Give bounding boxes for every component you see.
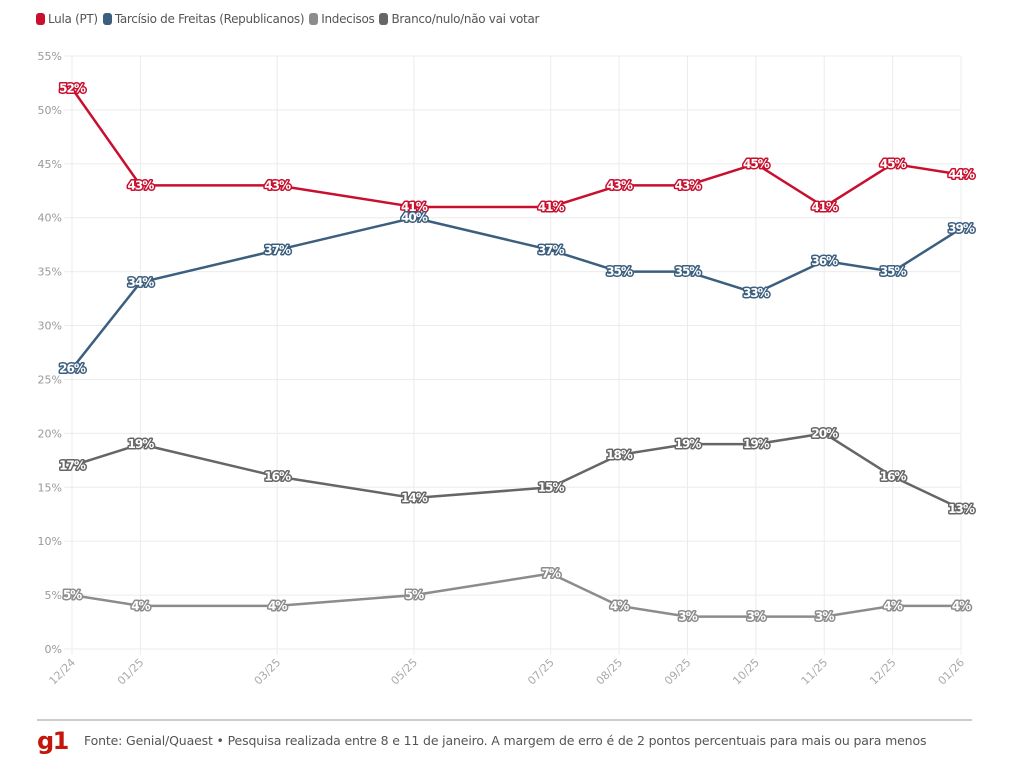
- data-label: 41%: [401, 200, 428, 214]
- data-label: 15%: [538, 480, 565, 494]
- data-label: 17%: [59, 459, 86, 473]
- data-label: 5%: [405, 588, 424, 602]
- x-tick-label: 07/25: [525, 656, 557, 688]
- legend-item-lula[interactable]: Lula (PT): [36, 12, 98, 26]
- x-tick-label: 12/24: [47, 656, 79, 688]
- data-label: 45%: [743, 157, 770, 171]
- data-label: 43%: [128, 178, 155, 192]
- y-tick-label: 10%: [38, 535, 62, 548]
- y-tick-label: 30%: [38, 320, 62, 333]
- x-tick-label: 08/25: [594, 656, 626, 688]
- series-line-2: [71, 572, 961, 618]
- data-label: 19%: [128, 437, 155, 451]
- data-label: 41%: [538, 200, 565, 214]
- series-line-3: [71, 432, 962, 510]
- x-tick-label: 11/25: [799, 656, 831, 688]
- y-tick-label: 55%: [38, 50, 62, 63]
- data-label: 3%: [747, 610, 766, 624]
- footer-divider: [37, 719, 972, 721]
- x-axis: 12/24 01/25 03/25 05/25 07/25 08/25 09/25 10/25…: [47, 656, 968, 688]
- data-label: 19%: [743, 437, 770, 451]
- data-label: 13%: [948, 502, 975, 516]
- data-label: 43%: [675, 178, 702, 192]
- data-label: 40%: [401, 211, 428, 225]
- y-tick-label: 40%: [38, 212, 62, 225]
- y-tick-label: 15%: [38, 481, 62, 494]
- legend-label-branco-nulo: Branco/nulo/não vai votar: [391, 12, 540, 26]
- data-label: 36%: [811, 254, 838, 268]
- data-label: 4%: [268, 599, 287, 613]
- y-tick-label: 25%: [38, 373, 62, 386]
- data-label: 3%: [815, 610, 834, 624]
- x-tick-label: 05/25: [388, 656, 420, 688]
- y-tick-label: 20%: [38, 427, 62, 440]
- legend-item-tarcisio[interactable]: Tarcísio de Freitas (Republicanos): [102, 12, 305, 26]
- y-tick-label: 35%: [38, 266, 62, 279]
- x-tick-label: 12/25: [867, 656, 899, 688]
- y-tick-label: 50%: [38, 104, 62, 117]
- data-label: 18%: [606, 448, 633, 462]
- data-label: 4%: [610, 599, 629, 613]
- legend-item-branco-nulo[interactable]: Branco/nulo/não vai votar: [379, 12, 539, 26]
- data-label: 4%: [952, 599, 971, 613]
- x-tick-label: 01/25: [115, 656, 147, 688]
- series-line-0: [70, 87, 962, 209]
- line-chart: 0% 5% 10% 15% 20% 25% 30% 35% 40% 45% 50% 55% 12/24…: [38, 50, 978, 688]
- data-label: 20%: [811, 426, 838, 440]
- data-label: 37%: [538, 243, 565, 257]
- g1-logo: g1: [37, 727, 69, 755]
- chart-legend: Lula (PT) Tarcísio de Freitas (Republica…: [36, 10, 544, 28]
- y-axis: 0% 5% 10% 15% 20% 25% 30% 35% 40% 45% 50% 55%: [38, 50, 62, 656]
- data-label: 34%: [128, 275, 155, 289]
- data-label: 5%: [63, 588, 82, 602]
- x-tick-label: 01/26: [936, 656, 968, 688]
- data-label: 43%: [606, 178, 633, 192]
- y-tick-label: 5%: [45, 589, 62, 602]
- data-label: 43%: [264, 178, 291, 192]
- legend-label-indecisos: Indecisos: [321, 12, 375, 26]
- y-tick-label: 45%: [38, 158, 62, 171]
- data-label: 26%: [59, 362, 86, 376]
- data-label: 37%: [264, 243, 291, 257]
- legend-item-indecisos[interactable]: Indecisos: [309, 12, 375, 26]
- data-label: 44%: [948, 168, 975, 182]
- data-label: 35%: [675, 265, 702, 279]
- data-label: 39%: [948, 222, 975, 236]
- data-label: 35%: [880, 265, 907, 279]
- data-label: 35%: [606, 265, 633, 279]
- grid: [64, 55, 962, 655]
- legend-swatch-branco-nulo: [379, 13, 389, 25]
- data-label: 3%: [678, 610, 697, 624]
- data-labels: 52% 43% 43% 41% 41% 43% 43% 45% 41% 45% 44% 26% 34% 3…: [58, 80, 978, 625]
- x-tick-label: 03/25: [252, 656, 284, 688]
- data-label: 4%: [131, 599, 150, 613]
- series-line-1: [71, 216, 962, 370]
- legend-label-lula: Lula (PT): [48, 12, 98, 26]
- data-label: 52%: [59, 81, 86, 95]
- series-lines: [70, 87, 962, 618]
- legend-swatch-indecisos: [309, 13, 319, 25]
- data-label: 4%: [883, 599, 902, 613]
- data-label: 45%: [880, 157, 907, 171]
- data-label: 14%: [401, 491, 428, 505]
- legend-label-tarcisio: Tarcísio de Freitas (Republicanos): [114, 12, 305, 26]
- data-label: 19%: [675, 437, 702, 451]
- source-note: Fonte: Genial/Quaest • Pesquisa realizad…: [84, 733, 927, 748]
- data-label: 7%: [542, 567, 561, 581]
- data-label: 16%: [264, 469, 291, 483]
- data-label: 41%: [811, 200, 838, 214]
- data-label: 33%: [743, 286, 770, 300]
- y-tick-label: 0%: [45, 643, 62, 656]
- x-tick-label: 09/25: [662, 656, 694, 688]
- legend-swatch-tarcisio: [102, 13, 112, 25]
- data-label: 16%: [880, 469, 907, 483]
- legend-swatch-lula: [36, 13, 45, 25]
- x-tick-label: 10/25: [730, 656, 762, 688]
